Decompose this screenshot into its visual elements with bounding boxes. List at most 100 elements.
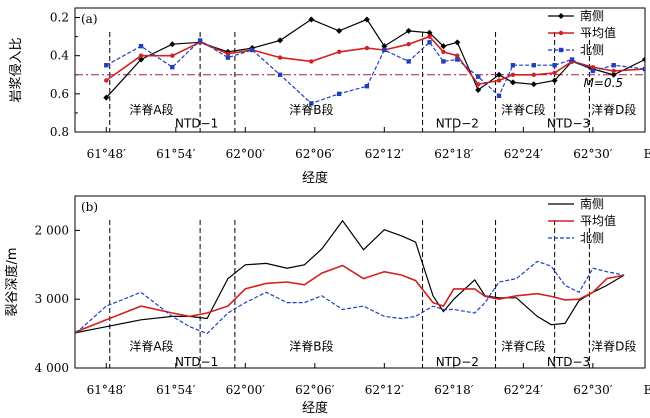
x-tick-label: 62°00′	[226, 383, 266, 397]
data-point	[277, 37, 284, 44]
x-tick-label: 62°00′	[226, 147, 266, 161]
data-point	[441, 49, 446, 55]
segment-label: NTD−2	[436, 355, 479, 369]
legend-entry: 南侧	[580, 196, 604, 211]
data-point	[590, 64, 596, 70]
legend-entry: 平均值	[580, 213, 616, 228]
y-axis-label: 岩浆侵入比	[8, 37, 24, 102]
data-point	[363, 16, 370, 23]
data-point	[510, 63, 516, 68]
data-point	[336, 49, 342, 55]
data-point	[309, 59, 314, 64]
data-point	[610, 71, 617, 78]
data-point	[426, 29, 433, 36]
x-tick-label: 62°30′	[573, 147, 613, 161]
segment-label: NTD−1	[175, 355, 218, 369]
data-point	[496, 93, 502, 98]
data-point	[496, 78, 502, 83]
y-tick-label: 3 000	[35, 292, 69, 306]
data-point	[475, 82, 481, 87]
x-tick-label: 62°12′	[365, 383, 405, 397]
data-point	[381, 43, 388, 50]
x-edge-label: E	[644, 383, 650, 397]
data-point	[569, 57, 575, 62]
x-tick-label: 61°48′	[87, 147, 127, 161]
segment-label: NTD−1	[175, 116, 218, 130]
data-point	[496, 71, 503, 78]
y-tick-label: 2 000	[35, 223, 69, 237]
data-point	[277, 55, 283, 60]
legend-entry: 北侧	[580, 43, 604, 57]
segment-label: NTD−3	[547, 116, 590, 130]
data-point	[440, 43, 447, 50]
data-point	[138, 53, 144, 58]
data-point	[364, 45, 370, 51]
x-tick-label: 62°06′	[295, 383, 335, 397]
series-line-2	[106, 39, 645, 105]
x-tick-label: 62°18′	[434, 147, 474, 161]
legend-entry: 南侧	[580, 8, 604, 23]
legend-marker	[558, 13, 564, 19]
data-point	[103, 94, 110, 101]
data-point	[454, 39, 461, 46]
data-point	[642, 66, 645, 72]
data-point	[531, 72, 536, 77]
segment-label: 洋脊B段	[289, 102, 333, 117]
y-tick-label: 0.6	[50, 87, 69, 101]
x-tick-label: 61°48′	[87, 383, 127, 397]
data-point	[336, 91, 342, 97]
x-axis-label: 经度	[302, 170, 328, 186]
data-point	[197, 38, 203, 43]
panel-label: (b)	[81, 200, 98, 214]
data-point	[427, 34, 432, 39]
data-point	[277, 72, 283, 77]
data-point	[475, 87, 482, 94]
x-tick-label: 62°12′	[365, 147, 405, 161]
data-point	[308, 16, 315, 23]
data-point	[475, 74, 481, 79]
data-point	[170, 53, 175, 58]
data-point	[510, 72, 516, 77]
data-point	[590, 68, 596, 74]
panel-label: (a)	[81, 12, 98, 26]
data-point	[169, 41, 176, 48]
data-point	[405, 27, 412, 34]
x-tick-label: 62°30′	[573, 383, 613, 397]
x-axis-label: 经度	[302, 400, 328, 416]
data-point	[441, 59, 446, 64]
segment-label: 洋脊C段	[501, 339, 545, 354]
y-tick-label: 4 000	[35, 361, 69, 375]
data-point	[551, 77, 558, 84]
y-axis-label: 裂谷深度/m	[4, 247, 20, 316]
x-tick-label: 62°18′	[434, 383, 474, 397]
series-line-2	[75, 260, 625, 335]
data-point	[364, 84, 370, 89]
x-tick-label: 62°24′	[504, 383, 544, 397]
segment-label: NTD−2	[436, 116, 479, 130]
series-line-0	[105, 18, 645, 99]
series-line-1	[75, 264, 625, 334]
legend-entry: 北侧	[580, 231, 604, 245]
x-tick-label: 62°24′	[504, 147, 544, 161]
data-point	[382, 47, 387, 53]
segment-label: 洋脊D段	[591, 102, 636, 117]
data-point	[552, 70, 557, 76]
segment-label: 洋脊C段	[501, 102, 545, 117]
series-line-1	[105, 35, 645, 86]
panel-a: 0.2 0.4 0.6 0.8 61°48′ 61°54′ 62°00′ 62°06′ 62°1…	[8, 7, 650, 186]
data-point	[427, 40, 432, 45]
data-point	[531, 63, 536, 68]
reference-line-label: M=0.5	[584, 76, 624, 90]
y-tick-label: 0.4	[50, 49, 69, 63]
data-point	[225, 51, 231, 56]
series-group	[75, 219, 625, 335]
data-point	[309, 101, 314, 106]
data-point	[170, 64, 175, 70]
legend-marker	[558, 30, 564, 36]
data-point	[104, 63, 109, 68]
x-edge-label: E	[644, 147, 650, 161]
data-point	[138, 56, 145, 63]
data-point	[611, 63, 616, 68]
x-tick-label: 61°54′	[156, 147, 196, 161]
